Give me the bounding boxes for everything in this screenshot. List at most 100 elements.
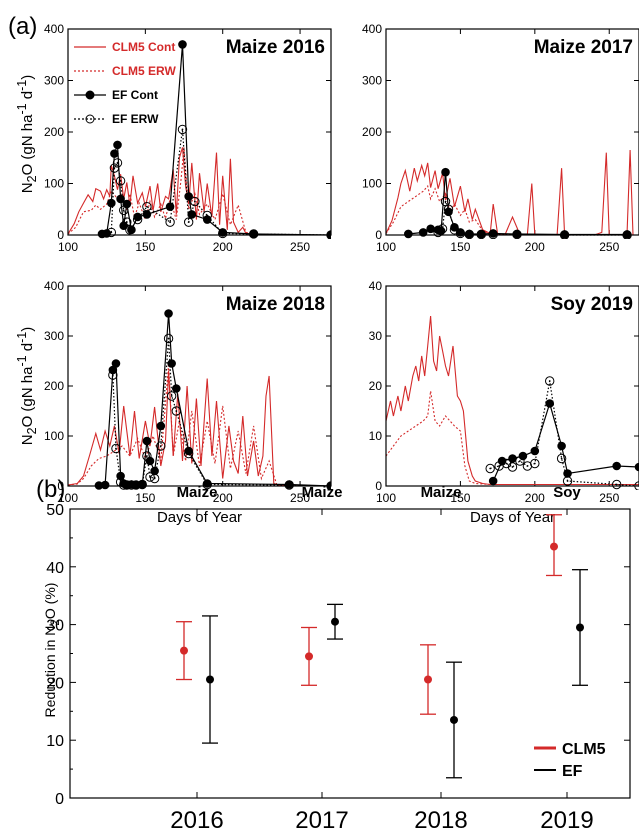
series-ef-erw-point <box>183 217 194 227</box>
legend-b: CLM5 EF <box>534 741 606 780</box>
series-ef-erw-point-center <box>136 218 139 221</box>
series-ef-erw-point-center <box>498 465 501 467</box>
series-ef-erw-point <box>611 479 622 490</box>
point <box>450 715 458 724</box>
series-ef-cont-point <box>156 421 166 431</box>
y-tick-label: 40 <box>369 279 383 293</box>
series-ef-erw-point <box>190 196 200 207</box>
y-tick-label: 100 <box>44 429 64 443</box>
legend-label: CLM5 Cont <box>112 40 175 54</box>
series-ef-erw-point-center <box>441 227 444 230</box>
series-ef-erw-point <box>149 473 160 484</box>
crop-label: Maize <box>302 484 343 501</box>
panel-data <box>68 309 331 490</box>
series-ef-erw-point <box>284 480 294 490</box>
legend: CLM5 Cont CLM5 ERW EF Cont EF ERW <box>74 40 176 126</box>
panel-title: Soy 2019 <box>551 294 633 315</box>
series-ef-cont-point <box>545 399 555 408</box>
panel-title: Maize 2016 <box>226 37 325 58</box>
series-ef-cont-point <box>171 384 181 393</box>
panel-b-label: (b) <box>36 476 65 503</box>
y-tick-label: 40 <box>46 560 64 577</box>
series-ef-erw-point <box>118 480 129 490</box>
y-tick-label: 30 <box>46 618 64 635</box>
series-ef-cont-point <box>107 198 116 208</box>
x-tick-label: 150 <box>450 240 470 254</box>
series-ef-erw-point <box>202 210 212 221</box>
x-category-label: 2018 <box>414 807 467 833</box>
series-ef-cont-point <box>557 441 566 451</box>
series-ef-erw-point-center <box>153 477 156 480</box>
series-ef-erw-point <box>108 370 118 380</box>
panel-data <box>68 40 331 239</box>
series-ef-erw-point <box>142 201 152 212</box>
series-ef-erw-point <box>562 476 573 486</box>
y-tick-label: 10 <box>369 429 383 443</box>
series-ef-erw-point <box>106 227 117 238</box>
series-ef-erw-point-center <box>444 200 447 203</box>
legend-label: CLM5 <box>562 741 606 758</box>
y-tick-label: 200 <box>44 125 64 139</box>
series-ef-cont-point <box>119 221 128 231</box>
series-ef-erw-point <box>145 472 155 482</box>
panel-title: Maize 2017 <box>534 37 633 58</box>
series-ef-cont-point <box>488 476 498 486</box>
y-tick-label: 0 <box>57 228 64 242</box>
panel-title: Maize 2018 <box>226 294 325 315</box>
x-category-label: 2016 <box>170 807 223 833</box>
series-ef-erw-point-center <box>128 228 131 231</box>
series-ef-erw-point-center <box>141 483 144 486</box>
crop-label: Maize <box>421 484 462 501</box>
x-tick-label: 100 <box>376 491 396 505</box>
series-ef-erw-point-center <box>146 455 148 457</box>
series-ef-cont-point <box>178 40 187 49</box>
series-ef-erw-point <box>156 441 166 451</box>
series-ef-erw-point <box>443 204 454 214</box>
series-ef-erw-point-center <box>560 457 563 460</box>
series-ef-erw-point <box>248 229 259 239</box>
series-ef-erw-point <box>118 205 129 215</box>
series-ef-erw-point-center <box>459 232 462 235</box>
series-ef-erw-point <box>131 480 141 490</box>
series-ef-erw-point-center <box>146 205 148 208</box>
ylabel-b-text: Reduction in N2O (%) <box>42 582 62 718</box>
series-ef <box>202 569 588 779</box>
panel-frame <box>67 28 332 236</box>
series-ef-erw-point-center <box>181 128 184 131</box>
y-tick-label: 20 <box>369 379 383 393</box>
panel-frame <box>67 285 332 487</box>
point <box>305 652 313 661</box>
series-ef-cont-point <box>110 149 119 158</box>
y-tick-label: 200 <box>362 125 382 139</box>
series-ef-erw-point <box>202 479 212 490</box>
ylabel-a-bottom-text: N2O (gN ha-1 d-1) <box>15 326 39 446</box>
x-tick-label: 100 <box>58 240 78 254</box>
series-ef-cont-point <box>612 461 621 471</box>
panel-frame <box>69 508 631 799</box>
series-ef-erw-point <box>177 124 188 135</box>
series-ef-cont-point <box>142 210 152 219</box>
series-clm5-cont-line <box>386 149 639 236</box>
series-ef-erw-point-center <box>206 214 209 217</box>
series-ef-cont-point <box>418 228 428 237</box>
x-axis-label: Days of Year <box>470 509 555 526</box>
series-ef-erw-point-center <box>566 480 569 482</box>
series-clm5 <box>176 514 562 715</box>
legend-label: EF Cont <box>112 88 158 102</box>
series-ef-erw-point <box>545 376 555 386</box>
x-category-label: 2019 <box>540 807 593 833</box>
x-tick-label: 200 <box>213 240 233 254</box>
series-ef-erw-point <box>485 463 495 474</box>
series-ef-erw-point <box>507 462 518 472</box>
y-tick-label: 0 <box>57 479 64 493</box>
series-ef-erw-point-center <box>170 395 173 397</box>
series-ef-erw-point-center <box>169 221 172 224</box>
series-ef-erw-point-center <box>489 467 492 470</box>
series-ef-cont-point <box>441 167 450 177</box>
series-ef-cont-point <box>164 309 173 318</box>
x-axis-label: Days of Year <box>157 509 242 526</box>
x-tick-label: 200 <box>525 491 545 505</box>
